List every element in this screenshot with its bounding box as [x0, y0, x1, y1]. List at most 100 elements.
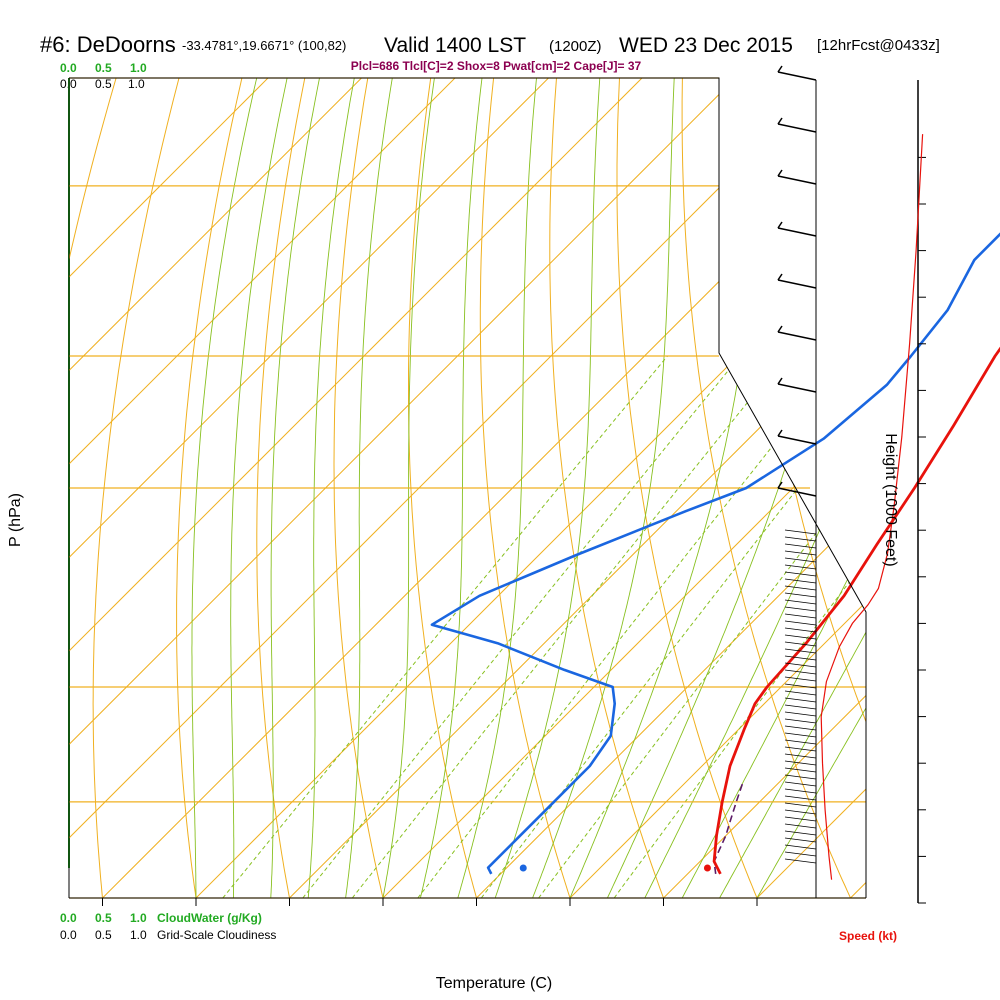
wind-barb [784, 732, 817, 738]
isotherm-line [69, 78, 269, 898]
wind-barb [784, 606, 817, 612]
cloud-top-black-1: 0.5 [95, 77, 112, 91]
temperature-line [712, 346, 1000, 875]
wind-barb-flag [777, 169, 783, 177]
wind-barb [784, 690, 817, 696]
dry-adiabat-line [934, 78, 1000, 898]
plot-frame [69, 77, 867, 899]
wind-barb [784, 543, 817, 549]
surface-dewpoint-dot [519, 864, 527, 872]
wind-barb [784, 802, 817, 808]
wind-barb [784, 704, 817, 710]
wind-barb [784, 585, 817, 591]
moist-adiabat-line [681, 78, 866, 898]
x-axis-title: Temperature (C) [436, 975, 552, 992]
utc-time: (1200Z) [549, 38, 602, 55]
moist-adiabat-line [719, 78, 866, 898]
wind-barb [777, 331, 817, 341]
moist-adiabat-line [419, 78, 483, 898]
dry-adiabat-line [92, 78, 180, 898]
cloud-top-green-1: 0.5 [95, 61, 112, 75]
mixing-ratio-line [222, 355, 668, 898]
cloud-bottom-black-2: 1.0 [130, 928, 147, 942]
wind-barb [784, 578, 817, 584]
wind-barb [784, 641, 817, 647]
isotherm-line [850, 78, 866, 898]
wind-barb [784, 788, 817, 794]
wind-barb [784, 627, 817, 633]
wind-barb-flag [777, 377, 783, 385]
parcel-path [713, 780, 745, 875]
cloud-bottom-black-1: 0.5 [95, 928, 112, 942]
mixing-ratio-line [417, 355, 845, 898]
dewpoint-line [430, 232, 1000, 875]
moist-adiabat-line [345, 78, 393, 898]
cloud-scale-top: 0.0 0.5 1.0 0.0 0.5 1.0 [60, 61, 147, 91]
dry-adiabat-line [408, 78, 477, 898]
cloudiness-label: Grid-Scale Cloudiness [157, 928, 276, 942]
axes [68, 77, 867, 906]
moist-adiabat-line [532, 78, 675, 898]
cloudwater-label: CloudWater (g/Kg) [157, 911, 262, 925]
dry-adiabat-line [549, 78, 664, 898]
wind-barb [784, 795, 817, 801]
speed-axis-title: Speed (kt) [839, 929, 897, 943]
wind-barb [784, 676, 817, 682]
dry-adiabat-line [807, 78, 866, 898]
dry-adiabat-line [176, 78, 243, 898]
moist-adiabat-line [230, 78, 288, 898]
wind-barb [777, 435, 817, 445]
wind-barb [784, 774, 817, 780]
wind-barb [777, 227, 817, 237]
y-axis-title: P (hPa) [7, 493, 24, 547]
surface-temperature-dot [703, 864, 711, 872]
cloud-bottom-green-1: 0.5 [95, 911, 112, 925]
wind-barb [784, 683, 817, 689]
wind-barb-flag [777, 65, 783, 73]
wind-barb [784, 662, 817, 668]
moist-adiabat-line [191, 78, 258, 898]
wind-barb-flag [777, 325, 783, 333]
wind-barb [784, 536, 817, 542]
wind-barb [777, 487, 817, 497]
wind-barb [784, 592, 817, 598]
wind-barb [784, 844, 817, 850]
wind-barb [784, 837, 817, 843]
wind-barb [777, 175, 817, 185]
wind-barb-flag [777, 273, 783, 281]
cloud-top-black-2: 1.0 [128, 77, 145, 91]
height-axis-title: Height (1000 Feet) [882, 433, 899, 566]
wind-barb [784, 599, 817, 605]
forecast-label: [12hrFcst@0433z] [817, 37, 940, 54]
wind-barb [784, 725, 817, 731]
moist-adiabat-line [270, 78, 320, 898]
wind-barb [784, 655, 817, 661]
background-grid [69, 77, 1000, 899]
wind-barb [784, 823, 817, 829]
wind-barb [784, 697, 817, 703]
cloud-top-green-2: 1.0 [130, 61, 147, 75]
cloud-bottom-green-2: 1.0 [130, 911, 147, 925]
moist-adiabat-line [494, 78, 601, 898]
wind-barb-flag [777, 117, 783, 125]
wind-barb [784, 564, 817, 570]
wind-barb [777, 71, 817, 81]
wind-barb [777, 383, 817, 393]
isotherm-line [476, 78, 866, 898]
wind-barb [784, 760, 817, 766]
cloud-bottom-green-0: 0.0 [60, 911, 77, 925]
wind-barb [784, 711, 817, 717]
wind-barb [784, 613, 817, 619]
wind-barb [784, 718, 817, 724]
moist-adiabat-line [307, 78, 355, 898]
wind-barb [784, 816, 817, 822]
wind-barb [784, 851, 817, 857]
wind-barb [784, 781, 817, 787]
wind-barb [784, 746, 817, 752]
wind-barb [784, 529, 817, 535]
wind-panel [777, 65, 926, 904]
cloud-bottom-black-0: 0.0 [60, 928, 77, 942]
dry-adiabat-line [479, 78, 571, 898]
wind-barb [777, 123, 817, 133]
